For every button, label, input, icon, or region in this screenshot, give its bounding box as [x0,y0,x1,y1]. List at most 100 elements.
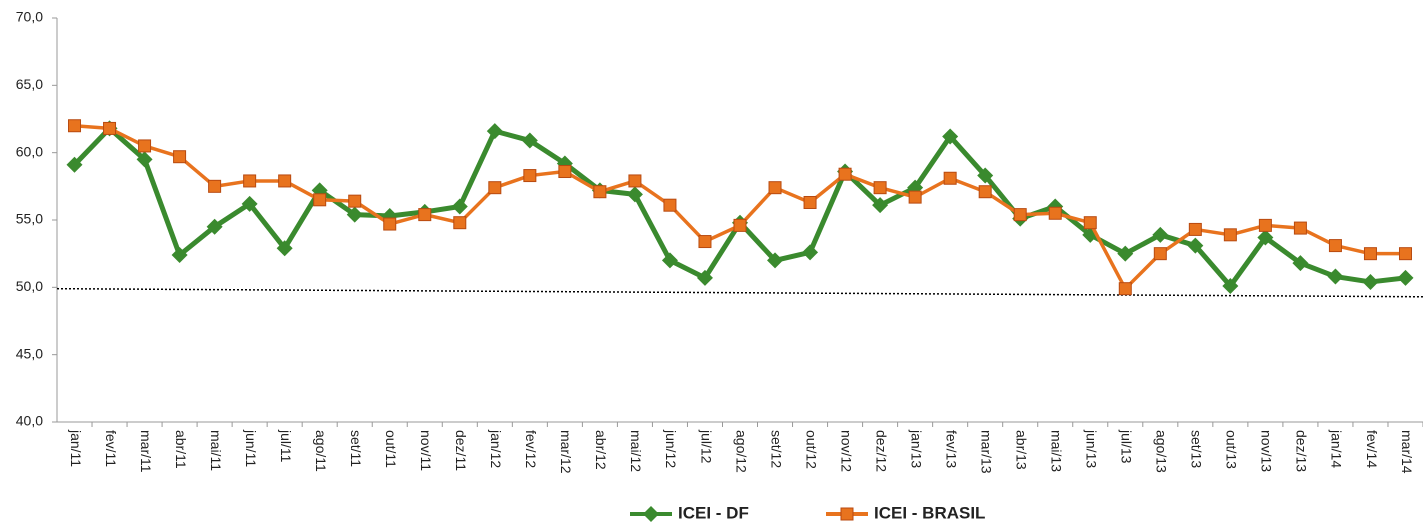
x-tick-label: fev/11 [103,430,119,467]
marker [348,194,362,208]
x-tick-label: jun/13 [1084,429,1100,468]
marker [1327,268,1344,285]
marker [1328,239,1342,253]
marker [977,167,994,184]
marker [1363,247,1377,261]
marker [872,197,889,214]
x-tick-label: out/11 [383,430,399,468]
marker [68,119,82,133]
y-tick-label: 40,0 [16,413,43,429]
marker [767,252,784,269]
marker [453,216,467,230]
x-tick-label: jun/11 [243,429,259,467]
x-tick-label: out/13 [1224,430,1240,469]
x-tick-label: jul/11 [278,429,294,463]
marker [978,185,992,199]
marker [1223,228,1237,242]
marker [840,507,854,521]
marker [243,174,257,188]
x-tick-label: jan/12 [488,429,504,468]
marker [1152,226,1169,243]
marker [908,190,922,204]
x-tick-label: fev/13 [943,430,959,468]
marker [626,186,643,203]
y-tick-label: 60,0 [16,143,43,159]
marker [1293,221,1307,235]
marker [1118,282,1132,296]
x-tick-label: mai/13 [1049,430,1065,472]
legend: ICEI - DF ICEI - BRASIL [630,503,985,522]
marker [346,206,363,223]
marker [558,165,572,179]
x-tick-label: jan/13 [908,429,924,468]
x-tick-label: fev/12 [523,430,539,468]
marker [1187,237,1204,254]
legend-label: ICEI - BRASIL [874,503,985,522]
y-tick-label: 65,0 [16,76,43,92]
marker [768,181,782,195]
x-tick-label: dez/12 [873,430,889,472]
marker [1258,218,1272,232]
marker [1153,247,1167,261]
marker [171,247,188,264]
x-tick-label: mar/11 [138,430,154,473]
x-tick-label: set/11 [348,430,364,467]
x-tick-label: mai/11 [208,430,224,471]
marker [943,171,957,185]
marker [1083,216,1097,230]
x-tick-label: abr/13 [1014,430,1030,470]
y-tick-label: 70,0 [16,9,43,25]
x-tick-label: jul/12 [698,429,714,464]
marker [488,181,502,195]
marker [1048,206,1062,220]
marker [138,139,152,153]
x-tick-label: mar/12 [558,430,574,474]
marker [838,167,852,181]
marker [1398,247,1412,261]
marker [103,121,117,135]
x-tick-label: dez/11 [453,430,469,471]
marker [208,179,222,193]
marker [486,123,503,140]
legend-label: ICEI - DF [678,503,749,522]
marker [661,252,678,269]
marker [1117,245,1134,262]
y-tick-label: 55,0 [16,211,43,227]
marker [241,195,258,212]
x-tick-label: set/13 [1189,430,1205,468]
marker [628,174,642,188]
marker [383,217,397,231]
reference-line [56,287,1423,298]
marker [1013,208,1027,222]
marker [802,244,819,261]
marker [1257,229,1274,246]
marker [206,218,223,235]
marker [942,128,959,145]
x-tick-label: dez/13 [1294,430,1310,472]
marker [873,181,887,195]
marker [1397,269,1414,286]
x-tick-label: nov/11 [418,430,434,471]
marker [276,240,293,257]
x-tick-label: ago/11 [313,430,329,472]
marker [136,151,153,168]
x-tick-label: fev/14 [1364,430,1380,468]
marker [313,193,327,207]
x-tick-label: mar/14 [1399,430,1415,474]
marker [173,150,187,164]
marker [1362,273,1379,290]
series-line [74,123,1406,291]
y-tick-label: 50,0 [16,278,43,294]
marker [66,156,83,173]
series-line [72,125,1406,289]
marker [1222,277,1239,294]
x-tick-label: jan/11 [68,429,84,467]
x-tick-label: mai/12 [628,430,644,472]
x-tick-label: jan/14 [1329,429,1345,468]
x-tick-label: mar/13 [978,430,994,474]
marker [1292,255,1309,272]
marker [521,132,538,149]
marker [278,174,292,188]
x-tick-label: out/12 [803,430,819,469]
